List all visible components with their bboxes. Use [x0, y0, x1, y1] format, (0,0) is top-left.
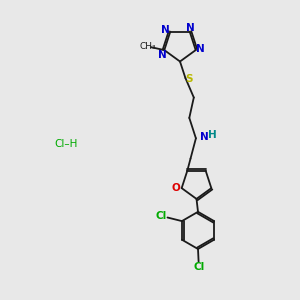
Text: Cl: Cl [194, 262, 205, 272]
Text: CH₃: CH₃ [140, 42, 156, 51]
Text: Cl: Cl [155, 211, 167, 221]
Text: N: N [158, 50, 166, 60]
Text: N: N [161, 25, 170, 35]
Text: N: N [186, 23, 195, 33]
Text: O: O [172, 183, 181, 193]
Text: H: H [208, 130, 217, 140]
Text: N: N [200, 132, 208, 142]
Text: S: S [185, 74, 193, 85]
Text: Cl–H: Cl–H [54, 139, 78, 149]
Text: N: N [196, 44, 205, 54]
